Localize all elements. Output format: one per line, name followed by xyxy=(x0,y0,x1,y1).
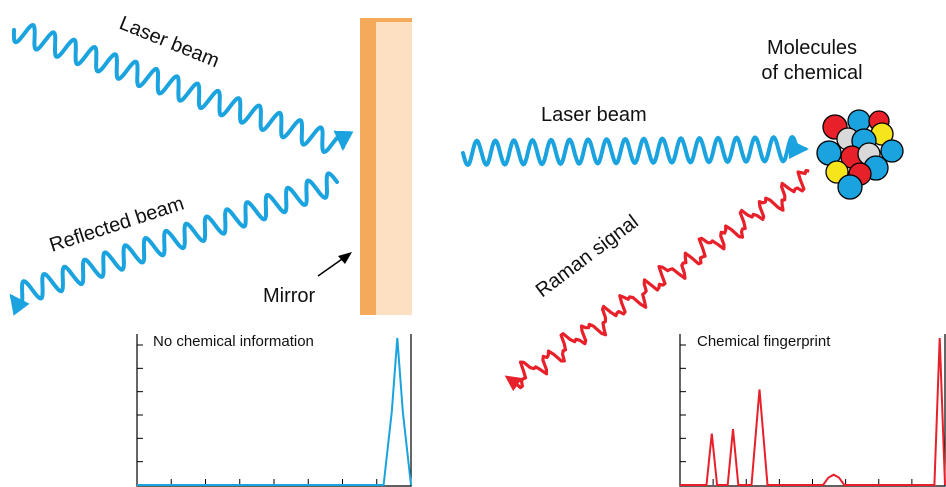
raman-signal-beam xyxy=(504,169,810,392)
molecules-label-line2: of chemical xyxy=(761,62,862,84)
spectrum-panel-title: No chemical information xyxy=(153,333,314,350)
mirror-face xyxy=(376,22,412,315)
spectrum-panel-no-information: No chemical information xyxy=(136,333,412,487)
spectrum-line xyxy=(137,337,412,486)
molecule-cluster xyxy=(816,109,904,200)
mirror xyxy=(360,18,412,315)
spectrum-ticks xyxy=(137,344,378,485)
spectrum-panel-title: Chemical fingerprint xyxy=(697,333,831,350)
mirror-label: Mirror xyxy=(263,285,316,307)
laser-beam-to-molecules xyxy=(461,137,805,165)
atom xyxy=(880,139,904,163)
mirror-pointer-arrow xyxy=(317,252,352,277)
spectrum-panel-chemical-fingerprint: Chemical fingerprint xyxy=(679,333,946,487)
spectrum-line xyxy=(680,337,946,486)
reflected-beam xyxy=(9,171,339,316)
molecules-label-line1: Molecules xyxy=(767,37,857,59)
raman-signal-label: Raman signal xyxy=(532,211,643,302)
atom xyxy=(837,174,863,200)
spectrum-panel-frame xyxy=(679,334,946,487)
laser-beam-right-label: Laser beam xyxy=(541,104,647,126)
incident-laser-beam xyxy=(11,23,354,154)
spectrum-panel-frame xyxy=(136,334,412,487)
